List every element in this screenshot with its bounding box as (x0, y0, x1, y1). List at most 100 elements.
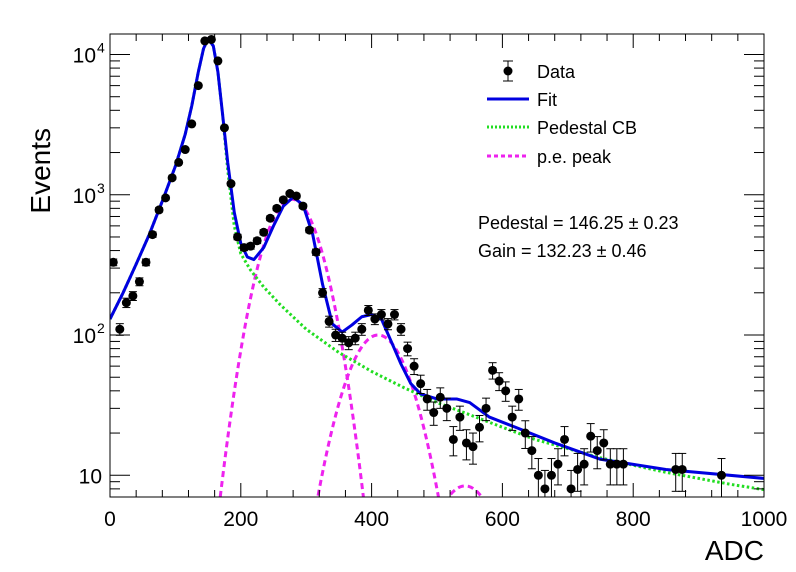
plot-frame (109, 33, 765, 498)
data-point-marker (546, 470, 556, 480)
data-point-marker (501, 386, 511, 396)
data-point (233, 232, 243, 242)
data-point-marker (298, 201, 308, 211)
data-point (422, 388, 432, 411)
data-point-marker (161, 193, 171, 203)
data-point-marker (612, 459, 622, 469)
data-points-layer (110, 34, 726, 497)
data-point-marker (573, 464, 583, 474)
data-point (298, 201, 308, 211)
data-point-marker (553, 459, 563, 469)
x-axis-label: ADC (705, 535, 764, 566)
data-point-marker (272, 203, 282, 213)
data-point (167, 173, 177, 183)
data-point-marker (540, 484, 550, 494)
data-point (259, 227, 269, 237)
data-point-marker (488, 365, 498, 375)
data-point (455, 405, 465, 431)
data-point (324, 315, 334, 328)
legend: Data Fit Pedestal CB p.e. peak (487, 60, 637, 167)
data-point (403, 341, 413, 357)
data-point (311, 247, 321, 257)
data-point (370, 313, 380, 326)
data-point-marker (605, 459, 615, 469)
data-point-marker (560, 434, 570, 444)
data-point (193, 81, 203, 91)
data-point-marker (429, 408, 439, 418)
data-point (337, 331, 347, 346)
data-point (560, 426, 570, 457)
data-point-marker (259, 227, 269, 237)
data-point-marker (435, 392, 445, 402)
data-point (219, 123, 229, 133)
data-point-marker (520, 428, 530, 438)
pe-peak-curve-2 (316, 333, 440, 497)
data-point (318, 288, 328, 298)
data-point-marker (363, 305, 373, 315)
data-point-marker (180, 145, 190, 155)
data-point-marker (507, 412, 517, 422)
data-point (121, 297, 131, 309)
data-point-marker (121, 298, 131, 308)
y-tick-label: 10 (79, 465, 102, 488)
plus-minus-symbol: ± (624, 213, 644, 233)
data-point-marker (442, 403, 452, 413)
data-point-marker (304, 225, 314, 235)
data-point-marker (494, 376, 504, 386)
data-point-marker (206, 34, 216, 44)
legend-data-marker (503, 66, 513, 76)
data-point (363, 305, 373, 317)
x-tick-label: 200 (223, 508, 258, 531)
y-tick-label-exponent: 3 (97, 180, 105, 196)
legend-entry-pe-peak: p.e. peak (487, 147, 612, 167)
data-point-marker (193, 81, 203, 91)
data-point-marker (468, 442, 478, 452)
data-point (533, 458, 543, 497)
x-tick-label: 1000 (741, 508, 788, 531)
data-point (350, 331, 360, 346)
data-point (252, 236, 262, 246)
data-point-marker (455, 412, 465, 422)
data-point (592, 436, 602, 470)
y-axis-label: Events (25, 128, 56, 214)
data-point-marker (716, 470, 726, 480)
data-point (174, 157, 184, 167)
data-point-marker (128, 291, 138, 301)
data-point-marker (592, 446, 602, 456)
data-point-marker (533, 470, 543, 480)
data-point (389, 309, 399, 321)
plus-minus-symbol: ± (592, 241, 612, 261)
data-point (612, 448, 622, 486)
data-point-marker (618, 459, 628, 469)
pedestal-annotation: Pedestal = 146.25 ± 0.23 (478, 213, 679, 233)
data-point (141, 257, 151, 267)
data-point (716, 458, 726, 497)
data-point-marker (154, 205, 164, 215)
data-point (507, 405, 517, 431)
data-point (110, 257, 118, 267)
data-point-marker (213, 56, 223, 66)
legend-entry-pedestal: Pedestal CB (487, 118, 637, 138)
data-point-marker (403, 344, 413, 354)
data-point-marker (461, 438, 471, 448)
data-point (475, 414, 485, 443)
pedestal-cb-curve (110, 35, 764, 492)
data-point-marker (383, 319, 393, 329)
data-point-marker (219, 123, 229, 133)
data-point-marker (409, 361, 419, 371)
data-point (514, 388, 524, 411)
data-point-marker (233, 232, 243, 242)
data-point-marker (337, 333, 347, 343)
data-point-marker (671, 464, 681, 474)
data-point (213, 56, 223, 66)
data-point (304, 225, 314, 235)
data-point-marker (389, 310, 399, 320)
data-point (226, 179, 236, 189)
data-point-marker (370, 314, 380, 324)
data-point-marker (677, 464, 687, 474)
data-point-marker (599, 438, 609, 448)
gain-annotation-error: 0.46 (611, 241, 646, 261)
data-point (416, 374, 426, 394)
data-point (429, 401, 439, 426)
